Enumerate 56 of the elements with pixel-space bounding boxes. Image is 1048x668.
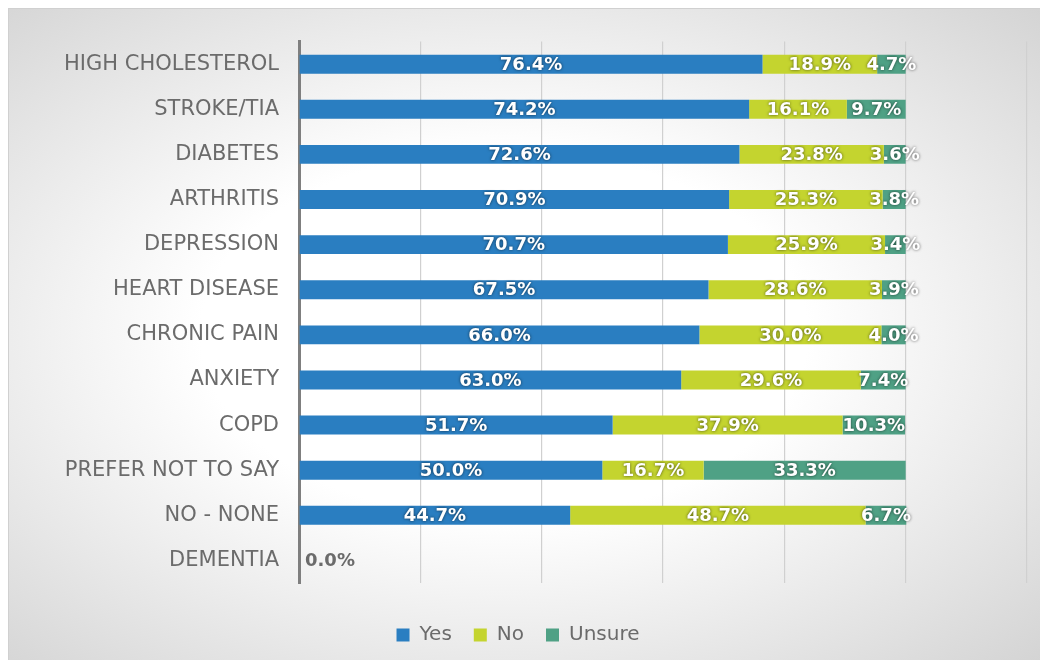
- data-label: 25.9%: [775, 233, 838, 255]
- legend-label: Yes: [418, 621, 452, 646]
- data-label: 70.9%: [483, 188, 546, 210]
- bar: [612, 415, 843, 435]
- data-label: 72.6%: [488, 143, 551, 165]
- legend-label: No: [496, 621, 524, 646]
- y-tick-label: DEPRESSION: [143, 231, 279, 256]
- data-label: 0.0%: [305, 549, 355, 571]
- bar: [299, 505, 571, 525]
- y-tick-label: ARTHRITIS: [169, 185, 279, 210]
- data-label: 67.5%: [472, 278, 536, 300]
- bar: [299, 325, 700, 345]
- legend-label: Unsure: [568, 621, 640, 646]
- data-label: 76.4%: [499, 52, 563, 74]
- y-tick-label: PREFER NOT TO SAY: [64, 456, 280, 481]
- bar: [299, 99, 750, 119]
- data-label: 3.6%: [869, 143, 920, 165]
- data-label: 50.0%: [419, 458, 483, 480]
- bar: [299, 54, 763, 74]
- y-tick-label: HIGH CHOLESTEROL: [64, 50, 280, 75]
- y-tick-label: STROKE/TIA: [154, 95, 280, 120]
- data-label: 51.7%: [424, 413, 488, 435]
- y-tick-label: COPD: [218, 411, 279, 436]
- data-label: 66.0%: [468, 323, 531, 345]
- data-label: 16.7%: [621, 458, 685, 480]
- bar: [299, 415, 613, 435]
- data-label: 44.7%: [403, 504, 467, 525]
- data-label: 10.3%: [842, 413, 906, 435]
- bar: [299, 280, 709, 300]
- data-label: 18.9%: [788, 52, 852, 74]
- data-label: 25.3%: [774, 188, 838, 210]
- data-label: 74.2%: [493, 97, 556, 119]
- data-label: 48.7%: [686, 504, 750, 525]
- data-label: 30.0%: [759, 323, 822, 345]
- data-label: 28.6%: [764, 278, 827, 300]
- data-label: 33.3%: [773, 458, 836, 480]
- data-label: 63.0%: [459, 368, 522, 390]
- bar: [299, 190, 730, 209]
- y-tick-label: CHRONIC PAIN: [126, 321, 279, 346]
- y-tick-label: DEMENTIA: [169, 546, 280, 571]
- data-label: 16.1%: [766, 97, 830, 119]
- data-label: 3.4%: [870, 233, 921, 255]
- y-tick-label: HEART DISEASE: [113, 276, 279, 301]
- data-label: 37.9%: [696, 413, 759, 435]
- y-tick-label: DIABETES: [175, 140, 279, 165]
- data-label: 70.7%: [482, 233, 545, 255]
- data-label: 29.6%: [739, 368, 803, 390]
- bar: [299, 144, 740, 164]
- data-label: 23.8%: [780, 143, 843, 165]
- bar: [299, 235, 728, 255]
- bar: [299, 460, 603, 480]
- data-label: 3.8%: [869, 188, 920, 210]
- data-label: 3.9%: [868, 278, 919, 300]
- y-tick-label: ANXIETY: [189, 366, 280, 391]
- y-tick-label: NO - NONE: [164, 501, 279, 526]
- data-label: 9.7%: [851, 97, 902, 119]
